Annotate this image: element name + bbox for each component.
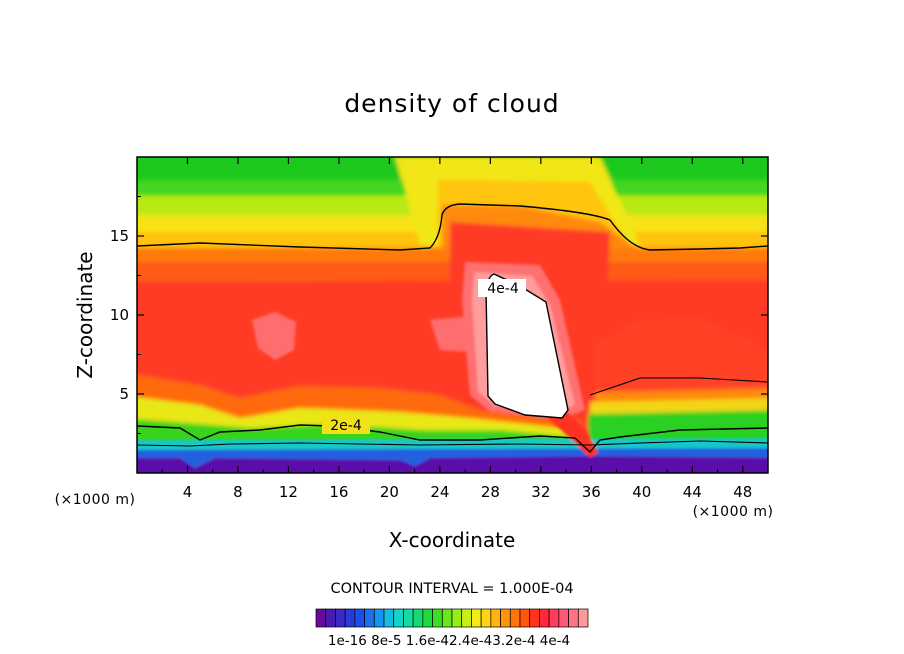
y-tick-label: 10	[110, 306, 129, 324]
y-tick-label: 15	[110, 227, 129, 245]
colorbar	[315, 608, 589, 628]
ground-purple	[137, 456, 768, 473]
colorbar-swatch	[577, 608, 589, 628]
x-unit-label-left: (×1000 m)	[55, 492, 136, 508]
x-tick-label: 16	[329, 483, 348, 501]
x-tick-label: 40	[632, 483, 651, 501]
x-tick-label: 44	[683, 483, 702, 501]
colorbar-swatch	[548, 608, 560, 628]
colorbar-swatch	[441, 608, 453, 628]
contour-line-base	[137, 440, 768, 447]
colorbar-labels: 1e-16 8e-5 1.6e-42.4e-43.2e-4 4e-4	[328, 633, 570, 649]
colorbar-swatch	[344, 608, 356, 628]
colorbar-swatch	[325, 608, 336, 628]
x-tick-label: 28	[481, 483, 500, 501]
contour-label-2e-4: 2e-4	[330, 418, 362, 434]
colorbar-swatch	[471, 608, 482, 628]
x-tick-label: 36	[582, 483, 601, 501]
y-tick-label: 5	[119, 385, 129, 403]
contour-label-4e-4-bg	[478, 279, 526, 297]
colorbar-swatch	[500, 608, 511, 628]
x-axis-ticks: 4 8 12 16 20 24 28 32 36 40 44 48	[161, 157, 752, 501]
x-axis-label: X-coordinate	[389, 528, 516, 552]
pink-patch-left	[252, 312, 296, 360]
contour-interval-text: CONTOUR INTERVAL = 1.000E-04	[330, 581, 573, 597]
colorbar-swatch	[315, 608, 327, 628]
right-green	[588, 410, 768, 445]
chart-title: density of cloud	[344, 89, 559, 118]
colorbar-swatch	[364, 608, 375, 628]
y-axis-label: Z-coordinate	[73, 251, 97, 378]
x-unit-label-right: (×1000 m)	[693, 504, 774, 520]
x-tick-label: 48	[733, 483, 752, 501]
x-tick-label: 20	[380, 483, 399, 501]
colorbar-swatch	[480, 608, 492, 628]
plot-area: 2e-4 4e-4	[137, 157, 768, 473]
contour-label-4e-4: 4e-4	[487, 281, 519, 297]
colorbar-swatch	[490, 608, 501, 628]
contour-line-2e-4	[137, 424, 768, 454]
colorbar-swatch	[383, 608, 395, 628]
colorbar-swatch	[354, 608, 365, 628]
colorbar-swatch	[529, 608, 540, 628]
colorbar-swatch	[568, 608, 579, 628]
colorbar-swatch	[403, 608, 414, 628]
colorbar-swatch	[393, 608, 404, 628]
x-tick-label: 8	[233, 483, 243, 501]
colorbar-swatch	[412, 608, 424, 628]
x-tick-label: 12	[279, 483, 298, 501]
colorbar-swatch	[539, 608, 550, 628]
colorbar-swatch	[422, 608, 433, 628]
colorbar-swatch	[335, 608, 346, 628]
colorbar-swatch	[509, 608, 521, 628]
colorbar-swatch	[461, 608, 472, 628]
colorbar-swatch	[451, 608, 463, 628]
colorbar-swatch	[519, 608, 531, 628]
contour-label-2e-4-bg	[322, 416, 370, 434]
colorbar-swatch	[432, 608, 443, 628]
colorbar-swatch	[558, 608, 569, 628]
x-tick-label: 24	[430, 483, 449, 501]
contour-line-right	[589, 377, 768, 396]
contour-line-upper	[137, 203, 768, 251]
pink-patch-mid	[430, 316, 470, 352]
x-tick-label: 4	[183, 483, 193, 501]
y-axis-ticks: 5 10 15	[110, 196, 768, 434]
colorbar-swatch	[373, 608, 385, 628]
x-tick-label: 32	[531, 483, 550, 501]
